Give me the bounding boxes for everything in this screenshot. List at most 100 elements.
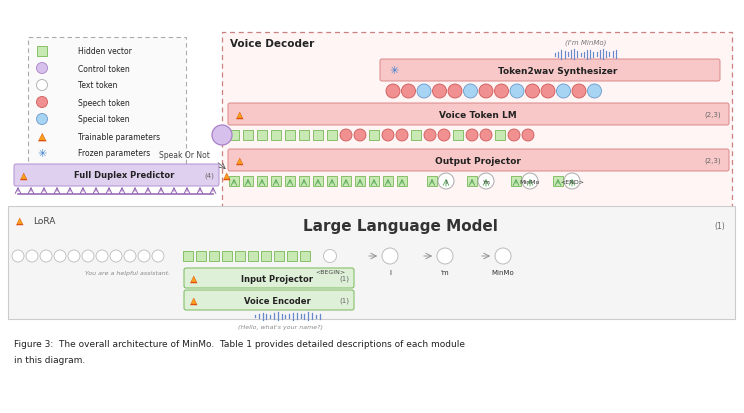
Circle shape <box>212 126 232 146</box>
Bar <box>243 177 253 187</box>
Circle shape <box>424 130 436 142</box>
Text: ▲: ▲ <box>191 297 196 303</box>
Circle shape <box>396 130 408 142</box>
Text: You are a helpful assistant.: You are a helpful assistant. <box>85 270 170 275</box>
Text: ▲: ▲ <box>237 158 243 164</box>
Text: I: I <box>389 269 391 275</box>
Text: ▲: ▲ <box>191 275 196 281</box>
Bar <box>313 131 323 141</box>
Circle shape <box>478 173 494 190</box>
Bar <box>8 206 735 319</box>
Circle shape <box>510 85 524 99</box>
Circle shape <box>40 250 52 262</box>
Text: Speak Or Not: Speak Or Not <box>159 150 210 159</box>
Circle shape <box>479 85 493 99</box>
Text: <BEGIN>: <BEGIN> <box>315 269 345 274</box>
Bar <box>261 252 271 261</box>
Circle shape <box>110 250 122 262</box>
Circle shape <box>36 114 48 125</box>
Bar <box>327 131 337 141</box>
Bar <box>495 131 505 141</box>
Circle shape <box>466 130 478 142</box>
Circle shape <box>495 248 511 264</box>
Bar <box>243 131 253 141</box>
Text: Figure 3:  The overall architecture of MinMo.  Table 1 provides detailed descrip: Figure 3: The overall architecture of Mi… <box>14 339 465 348</box>
Bar <box>222 33 732 267</box>
Circle shape <box>324 250 336 263</box>
Bar <box>271 177 281 187</box>
Circle shape <box>495 85 508 99</box>
Bar <box>229 177 239 187</box>
Circle shape <box>54 250 66 262</box>
Bar <box>327 177 337 187</box>
Bar <box>257 131 267 141</box>
Text: (1): (1) <box>339 275 349 282</box>
Text: Voice Encoder: Voice Encoder <box>243 296 310 305</box>
Circle shape <box>340 130 352 142</box>
Bar <box>28 38 186 170</box>
Text: ✳: ✳ <box>37 149 47 159</box>
Circle shape <box>152 250 164 262</box>
Text: ▲: ▲ <box>190 273 198 283</box>
Text: (2,3): (2,3) <box>705 112 722 118</box>
Bar <box>355 177 365 187</box>
Circle shape <box>382 248 398 264</box>
Text: (4): (4) <box>204 172 214 179</box>
Text: (I'm MinMo): (I'm MinMo) <box>565 40 606 46</box>
Bar <box>369 131 379 141</box>
Bar <box>209 252 219 261</box>
Text: MinMo: MinMo <box>492 269 514 275</box>
Text: Input Projector: Input Projector <box>241 274 313 283</box>
Text: Trainable parameters: Trainable parameters <box>78 132 160 141</box>
Circle shape <box>480 130 492 142</box>
Circle shape <box>438 173 454 190</box>
Bar <box>427 177 437 187</box>
Bar <box>300 252 310 261</box>
Circle shape <box>68 250 80 262</box>
Bar <box>511 177 521 187</box>
Bar <box>299 177 309 187</box>
Text: ▲: ▲ <box>224 173 230 178</box>
Text: 'm: 'm <box>440 269 449 275</box>
Circle shape <box>437 248 453 264</box>
FancyBboxPatch shape <box>380 60 720 82</box>
Text: Output Projector: Output Projector <box>435 156 521 165</box>
Bar <box>183 252 193 261</box>
Text: ▲: ▲ <box>39 132 45 141</box>
Text: MinMo: MinMo <box>520 179 540 184</box>
Circle shape <box>382 130 394 142</box>
Circle shape <box>124 250 136 262</box>
Text: ▲: ▲ <box>16 216 24 225</box>
Bar <box>257 177 267 187</box>
Circle shape <box>522 173 538 190</box>
Text: ▲: ▲ <box>17 218 22 223</box>
Bar <box>196 252 206 261</box>
Bar <box>248 252 258 261</box>
Circle shape <box>572 85 586 99</box>
Text: (1): (1) <box>339 297 349 304</box>
Text: Special token: Special token <box>78 115 129 124</box>
Bar <box>383 177 393 187</box>
FancyBboxPatch shape <box>184 290 354 310</box>
Text: Text token: Text token <box>78 81 118 90</box>
Circle shape <box>557 85 571 99</box>
Text: ▲: ▲ <box>237 112 243 118</box>
Text: ✳: ✳ <box>389 66 399 76</box>
Circle shape <box>36 97 48 108</box>
Circle shape <box>138 250 150 262</box>
Text: Speech token: Speech token <box>78 98 129 107</box>
Circle shape <box>82 250 94 262</box>
Circle shape <box>541 85 555 99</box>
Text: LoRA: LoRA <box>33 216 55 225</box>
Bar <box>341 177 351 187</box>
Text: ▲: ▲ <box>237 110 244 120</box>
Bar <box>369 177 379 187</box>
FancyBboxPatch shape <box>14 165 219 187</box>
Bar <box>235 252 245 261</box>
Text: Frozen parameters: Frozen parameters <box>78 149 150 158</box>
Text: Large Language Model: Large Language Model <box>303 219 498 234</box>
Bar <box>229 131 239 141</box>
Circle shape <box>354 130 366 142</box>
Circle shape <box>432 85 446 99</box>
Text: Full Duplex Predictor: Full Duplex Predictor <box>74 171 174 180</box>
